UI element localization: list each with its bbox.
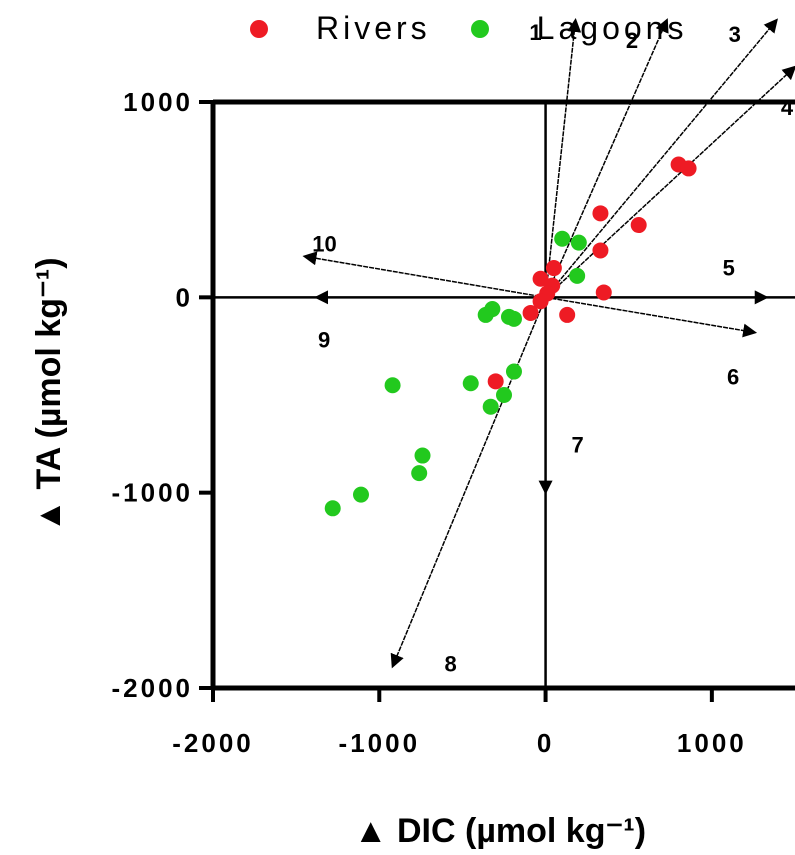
data-point-rivers (532, 293, 549, 310)
y-tick-label: 1000 (123, 87, 193, 117)
data-point-rivers (680, 160, 697, 177)
data-point-rivers (532, 270, 549, 287)
process-vector-8 (390, 297, 547, 669)
data-point-lagoons (411, 465, 428, 482)
process-vector-3 (544, 18, 778, 298)
data-point-lagoons (569, 267, 586, 284)
data-point-lagoons (496, 387, 512, 403)
data-point-lagoons (505, 310, 522, 327)
process-vector-label-2: 2 (626, 28, 638, 53)
legend-label-rivers: Rivers (316, 10, 431, 46)
process-vector-1 (544, 17, 582, 298)
process-vector-label-1: 1 (529, 20, 541, 45)
process-vector-label-9: 9 (318, 327, 330, 352)
legend-marker-lagoons (470, 19, 489, 38)
process-vector-6 (545, 296, 758, 338)
data-point-lagoons (482, 398, 499, 415)
data-point-rivers (592, 242, 609, 259)
data-point-lagoons (352, 486, 369, 503)
process-vector-label-5: 5 (723, 255, 735, 280)
data-point-lagoons (570, 234, 587, 251)
data-point-rivers (522, 304, 539, 321)
data-point-lagoons (554, 230, 571, 247)
data-point-rivers (487, 373, 504, 390)
x-tick-label: -2000 (172, 728, 254, 758)
data-point-lagoons (462, 375, 479, 392)
data-point-rivers (595, 284, 612, 301)
process-vector-label-10: 10 (312, 231, 336, 256)
data-point-lagoons (324, 500, 341, 517)
process-vector-2 (544, 18, 669, 298)
x-axis-title: ▲ DIC (µmol kg⁻¹) (354, 812, 646, 850)
x-tick-label: -1000 (339, 728, 421, 758)
data-point-lagoons (477, 306, 494, 323)
data-point-rivers (592, 205, 609, 222)
data-point-rivers (630, 217, 647, 234)
y-axis-title: ▲ TA (µmol kg⁻¹) (30, 257, 68, 532)
process-vector-label-8: 8 (444, 652, 456, 677)
process-vector-4 (545, 65, 795, 298)
process-vector-label-3: 3 (729, 22, 741, 47)
data-point-rivers (545, 260, 562, 277)
legend-marker-rivers (250, 19, 268, 38)
y-tick-label: 0 (176, 282, 193, 312)
x-tick-label: 0 (537, 728, 554, 758)
process-vector-10 (302, 251, 546, 299)
y-tick-label: -1000 (112, 478, 194, 508)
data-point-lagoons (505, 363, 522, 380)
legend-item-rivers: Rivers (250, 10, 431, 47)
y-tick-label: -2000 (112, 673, 194, 703)
data-point-rivers (559, 306, 576, 323)
process-vector-label-7: 7 (571, 433, 583, 458)
process-vector-label-6: 6 (727, 364, 739, 389)
data-point-lagoons (384, 377, 401, 394)
process-vector-label-4: 4 (781, 95, 794, 120)
x-tick-label: 1000 (677, 728, 747, 758)
data-point-lagoons (414, 447, 431, 464)
